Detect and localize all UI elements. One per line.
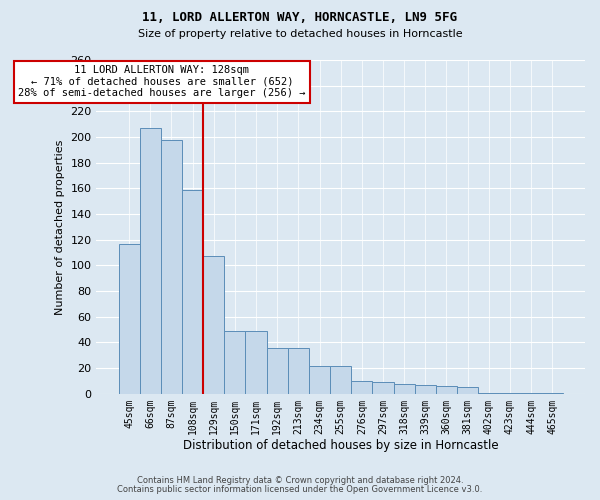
Bar bbox=[224, 331, 245, 394]
Bar bbox=[373, 382, 394, 394]
Bar bbox=[351, 381, 373, 394]
Bar bbox=[140, 128, 161, 394]
Bar bbox=[330, 366, 351, 394]
Bar bbox=[203, 256, 224, 394]
Text: Size of property relative to detached houses in Horncastle: Size of property relative to detached ho… bbox=[137, 29, 463, 39]
Text: Contains HM Land Registry data © Crown copyright and database right 2024.: Contains HM Land Registry data © Crown c… bbox=[137, 476, 463, 485]
Text: 11, LORD ALLERTON WAY, HORNCASTLE, LN9 5FG: 11, LORD ALLERTON WAY, HORNCASTLE, LN9 5… bbox=[143, 11, 458, 24]
Bar bbox=[394, 384, 415, 394]
Bar bbox=[542, 392, 563, 394]
Bar bbox=[182, 190, 203, 394]
Bar bbox=[161, 140, 182, 394]
X-axis label: Distribution of detached houses by size in Horncastle: Distribution of detached houses by size … bbox=[183, 440, 499, 452]
Bar bbox=[309, 366, 330, 394]
Bar bbox=[457, 388, 478, 394]
Bar bbox=[520, 392, 542, 394]
Bar bbox=[478, 392, 499, 394]
Bar bbox=[415, 385, 436, 394]
Text: Contains public sector information licensed under the Open Government Licence v3: Contains public sector information licen… bbox=[118, 485, 482, 494]
Bar bbox=[499, 392, 520, 394]
Y-axis label: Number of detached properties: Number of detached properties bbox=[55, 139, 65, 314]
Bar bbox=[436, 386, 457, 394]
Bar bbox=[266, 348, 288, 394]
Bar bbox=[119, 244, 140, 394]
Text: 11 LORD ALLERTON WAY: 128sqm
← 71% of detached houses are smaller (652)
28% of s: 11 LORD ALLERTON WAY: 128sqm ← 71% of de… bbox=[18, 65, 305, 98]
Bar bbox=[245, 331, 266, 394]
Bar bbox=[288, 348, 309, 394]
